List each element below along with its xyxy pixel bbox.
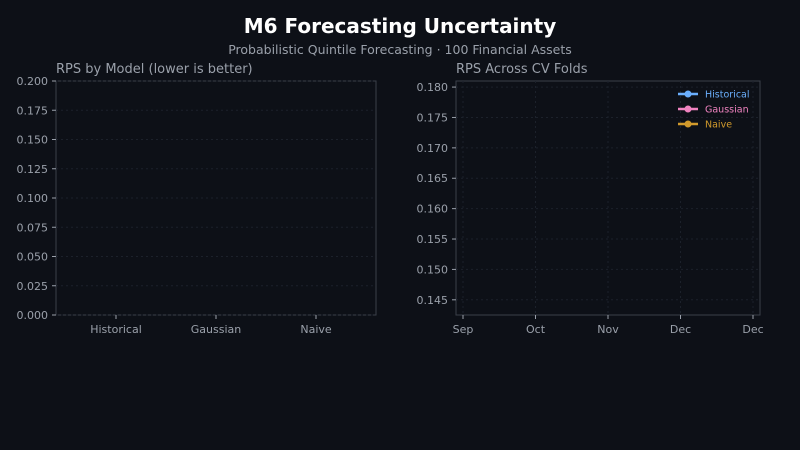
line-chart-y-tick-label: 0.160 — [417, 203, 449, 216]
line-chart-title: RPS Across CV Folds — [456, 62, 588, 77]
bar-chart-x-axis: Historical Gaussian Naive — [90, 315, 332, 336]
line-chart-y-tick-label: 0.145 — [417, 294, 449, 307]
bar-chart-y-tick-label: 0.200 — [17, 75, 49, 88]
line-chart-y-tick-label: 0.165 — [417, 172, 449, 185]
bar-chart-title: RPS by Model (lower is better) — [56, 62, 253, 77]
bar-chart-y-tick-label: 0.050 — [17, 251, 49, 264]
legend-label-gaussian: Gaussian — [705, 105, 749, 116]
legend-label-historical: Historical — [705, 90, 750, 101]
line-chart-y-tick-label: 0.150 — [417, 263, 449, 276]
legend-marker-historical — [684, 90, 692, 98]
line-chart-x-tick-label: Nov — [597, 323, 619, 336]
bar-chart-y-tick-label: 0.025 — [17, 280, 49, 293]
line-chart-y-tick-label: 0.175 — [417, 111, 449, 124]
bar-chart-y-tick-label: 0.000 — [17, 309, 49, 322]
page-title: M6 Forecasting Uncertainty — [243, 14, 557, 38]
page-subtitle: Probabilistic Quintile Forecasting · 100… — [228, 42, 572, 57]
legend-marker-naive — [684, 120, 692, 128]
line-chart-x-tick-label: Oct — [526, 323, 546, 336]
bar-chart-y-tick-label: 0.100 — [17, 192, 49, 205]
bar-chart-x-tick-label: Historical — [90, 323, 142, 336]
line-chart-y-axis: 0.145 0.150 0.155 0.160 0.165 0.170 0.175 0.180 — [417, 81, 456, 307]
bar-chart-y-tick-label: 0.150 — [17, 134, 49, 147]
line-chart-x-tick-label: Sep — [453, 323, 474, 336]
line-chart-rps-cv-folds: RPS Across CV Folds 0.145 0.150 0.155 0.160… — [417, 62, 764, 336]
line-chart-y-tick-label: 0.155 — [417, 233, 449, 246]
bar-chart-grid — [56, 80, 376, 316]
bar-chart-x-tick-label: Gaussian — [191, 323, 241, 336]
line-chart-y-tick-label: 0.170 — [417, 142, 449, 155]
line-chart-legend: Historical Gaussian Naive — [678, 90, 750, 131]
bar-chart-y-tick-label: 0.075 — [17, 221, 49, 234]
line-chart-x-tick-label: Dec — [670, 323, 691, 336]
line-chart-grid — [456, 81, 760, 315]
bar-chart-x-tick-label: Naive — [300, 323, 332, 336]
bar-chart-y-axis: 0.000 0.025 0.050 0.075 0.100 0.125 0.150 0.175… — [17, 75, 56, 322]
bar-chart-y-tick-label: 0.175 — [17, 104, 49, 117]
line-chart-x-axis: Sep Oct Nov Dec Dec — [453, 315, 764, 336]
bar-chart-y-tick-label: 0.125 — [17, 163, 49, 176]
legend-marker-gaussian — [684, 105, 692, 113]
line-chart-x-tick-label: Dec — [742, 323, 763, 336]
bar-chart-rps-by-model: RPS by Model (lower is better) 0.000 0.02… — [17, 62, 377, 336]
legend-label-naive: Naive — [705, 120, 732, 131]
line-chart-y-tick-label: 0.180 — [417, 81, 449, 94]
